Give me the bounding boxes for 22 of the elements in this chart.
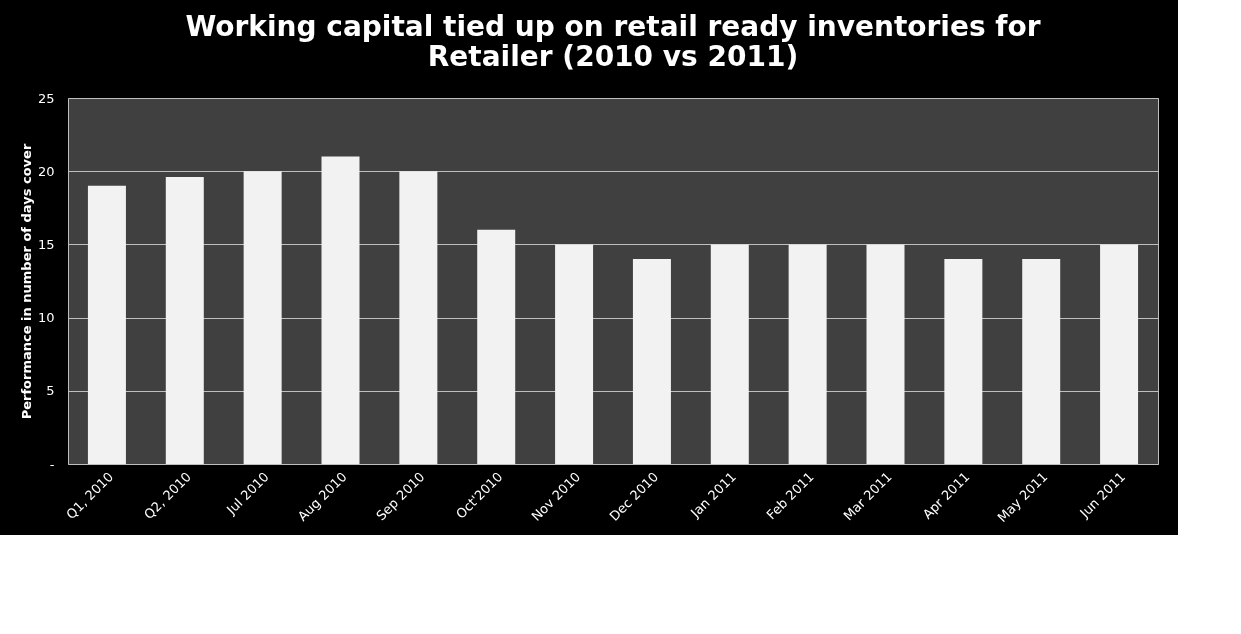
- bar: [321, 156, 360, 464]
- y-tick-label: 5: [46, 383, 55, 399]
- bar: [944, 259, 983, 464]
- y-tick-label: -: [49, 456, 55, 472]
- bar: [477, 229, 516, 464]
- bar: [165, 177, 204, 464]
- bar: [1022, 259, 1061, 464]
- bar: [710, 244, 749, 464]
- y-axis-title: Performance in number of days cover: [18, 143, 34, 420]
- bar: [788, 244, 827, 464]
- bar: [399, 171, 438, 464]
- bar: [87, 185, 126, 464]
- bar: [866, 244, 905, 464]
- y-tick-label: 15: [37, 236, 55, 252]
- y-tick-label: 10: [37, 310, 55, 326]
- bar: [1100, 244, 1139, 464]
- bar: [632, 259, 671, 464]
- bar: [555, 244, 594, 464]
- bar: [243, 171, 282, 464]
- text: Working capital tied up on retail ready inventories for: [185, 10, 1041, 43]
- y-tick-label: 20: [37, 163, 55, 179]
- y-tick-label: 25: [37, 90, 55, 106]
